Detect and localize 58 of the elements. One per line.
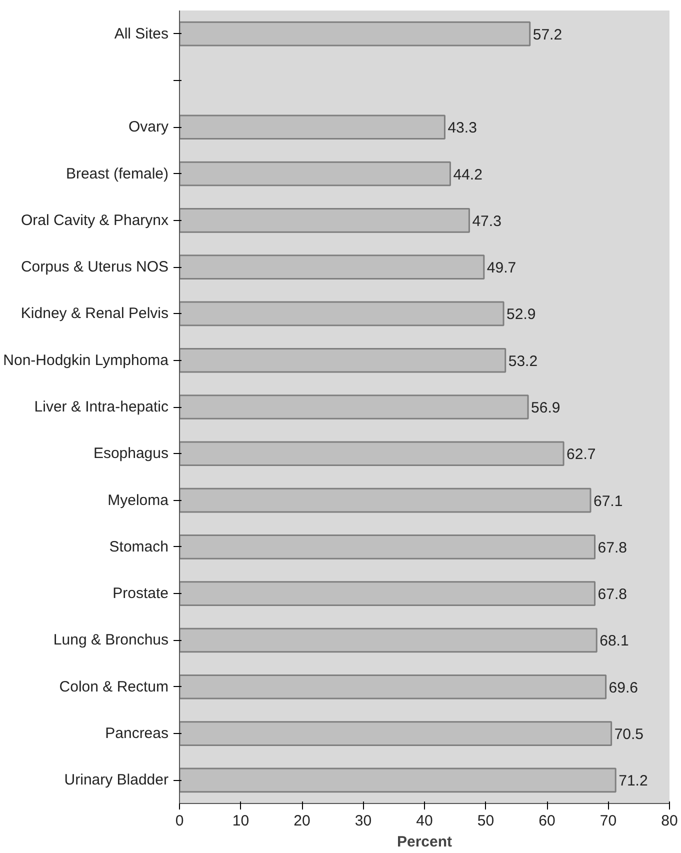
data-label: 67.8 (598, 539, 627, 556)
data-label: 56.9 (531, 400, 560, 416)
bar (180, 114, 446, 140)
bar (180, 441, 564, 466)
y-tick-label: Pancreas (105, 725, 169, 742)
x-tick-label: 10 (232, 812, 250, 830)
bar (180, 534, 596, 560)
data-label: 67.1 (593, 492, 623, 510)
x-axis-title: Percent (396, 834, 452, 850)
x-tick-label: 70 (600, 812, 617, 830)
y-tick-label: Stomach (109, 538, 169, 556)
y-tick-label: Prostate (112, 585, 169, 602)
y-tick-label: Corpus & Uterus NOS (20, 258, 168, 276)
y-tick-label: Esophagus (93, 445, 169, 462)
x-tick-label: 60 (538, 812, 556, 830)
data-label: 68.1 (600, 632, 629, 650)
data-label: 52.9 (506, 306, 536, 324)
data-label: 69.6 (608, 679, 638, 696)
y-tick-label: Breast (female) (66, 165, 169, 182)
data-label: 53.2 (508, 352, 538, 370)
x-tick-label: 80 (661, 812, 678, 830)
data-label: 49.7 (486, 260, 516, 277)
data-label: 43.3 (448, 120, 477, 137)
bar (180, 21, 531, 46)
y-tick-label: Lung & Bronchus (53, 632, 168, 649)
y-tick-label: Oral Cavity & Pharynx (20, 212, 169, 229)
bar (180, 628, 598, 653)
bar (180, 254, 485, 280)
data-label: 67.8 (598, 586, 627, 604)
bar (180, 208, 470, 233)
x-tick-label: 30 (354, 812, 372, 830)
bar (180, 674, 607, 700)
bar (180, 394, 529, 420)
data-label: 57.2 (532, 26, 562, 44)
bar (180, 581, 596, 606)
y-tick-label: Ovary (128, 118, 169, 136)
y-tick-label: Colon & Rectum (59, 678, 169, 696)
data-label: 44.2 (453, 166, 482, 184)
y-tick-label: Myeloma (108, 492, 170, 509)
bar (180, 488, 592, 513)
bar (180, 161, 451, 186)
data-label: 70.5 (614, 726, 644, 744)
bar (180, 348, 506, 373)
y-tick-label: Non-Hodgkin Lymphoma (3, 352, 170, 369)
x-tick-label: 0 (175, 812, 184, 830)
y-tick-label: Kidney & Renal Pelvis (20, 305, 168, 322)
y-tick-label: All Sites (114, 25, 169, 42)
bar (180, 721, 612, 746)
data-label: 47.3 (472, 212, 502, 230)
bar (180, 301, 504, 326)
data-label: 71.2 (618, 772, 648, 790)
y-tick-label: Liver & Intra-hepatic (34, 398, 169, 416)
x-tick-label: 50 (477, 812, 494, 830)
data-label: 62.7 (566, 446, 596, 464)
x-tick-label: 40 (416, 812, 433, 830)
bar (180, 768, 616, 793)
x-tick-label: 20 (294, 812, 310, 830)
y-tick-label: Urinary Bladder (64, 772, 169, 789)
